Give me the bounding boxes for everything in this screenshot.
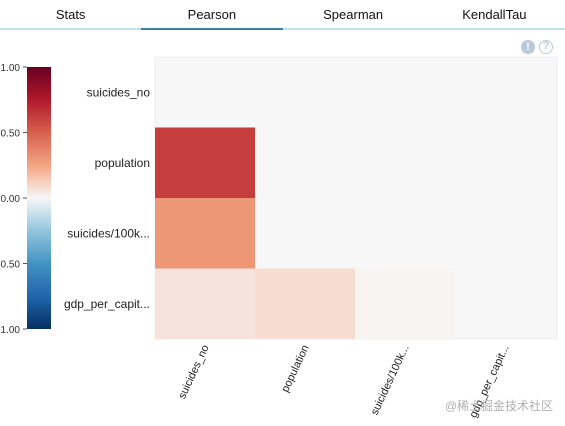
help-icon[interactable]: ?: [539, 40, 553, 54]
colorbar-tick-label: -0.50: [0, 260, 20, 271]
colorbar-tick-label: 1.00: [1, 63, 21, 74]
info-icon[interactable]: !: [521, 40, 535, 54]
heatmap-cell[interactable]: [155, 127, 255, 199]
colorbar: [27, 67, 51, 329]
heatmap-cell[interactable]: [155, 198, 255, 269]
colorbar-tick-label: 0.00: [1, 194, 21, 205]
y-tick-label: suicides_no: [87, 85, 151, 99]
watermark: @稀土掘金技术社区: [444, 399, 553, 413]
x-tick-label: population: [279, 343, 311, 394]
tab-pearson[interactable]: Pearson: [141, 0, 283, 30]
x-tick-label: suicides_no: [176, 343, 211, 401]
tab-stats[interactable]: Stats: [0, 0, 142, 30]
x-tick-label: suicides/100k...: [369, 343, 412, 417]
correlation-tabs: Stats Pearson Spearman KendallTau: [0, 0, 565, 30]
y-tick-label: population: [95, 156, 150, 170]
heatmap-cell[interactable]: [255, 198, 355, 269]
heatmap-cell[interactable]: [155, 268, 255, 340]
colorbar-tick-label: -1.00: [0, 325, 20, 336]
heatmap-cell[interactable]: [355, 268, 455, 340]
y-tick-label: suicides/100k...: [67, 226, 150, 240]
y-tick-label: gdp_per_capit...: [64, 297, 150, 311]
chart-toolbar: ! ?: [521, 40, 553, 54]
heatmap-cell[interactable]: [255, 268, 355, 340]
tab-spearman[interactable]: Spearman: [282, 0, 425, 30]
tab-kendalltau[interactable]: KendallTau: [423, 0, 565, 30]
colorbar-tick-label: 0.50: [1, 129, 21, 140]
